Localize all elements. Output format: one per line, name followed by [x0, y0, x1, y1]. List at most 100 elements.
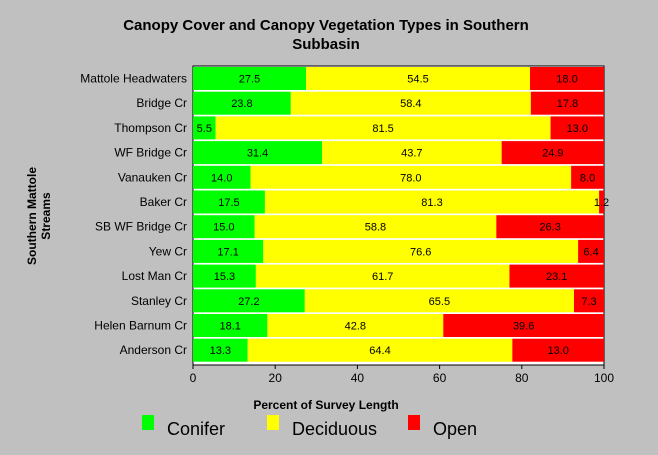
bar-conifer-baker-cr	[193, 190, 265, 214]
category-label-helen-barnum-cr: Helen Barnum Cr	[94, 319, 187, 333]
legend-swatch-deciduous	[267, 415, 279, 430]
bar-open-yew-cr	[578, 239, 604, 263]
value-label-conifer-mattole-headwaters: 27.5	[239, 74, 260, 86]
value-label-deciduous-lost-man-cr: 61.7	[372, 271, 393, 283]
category-label-bridge-cr: Bridge Cr	[136, 96, 187, 110]
value-label-open-anderson-cr: 13.0	[547, 345, 568, 357]
bar-deciduous-helen-barnum-cr	[267, 314, 444, 337]
legend-label-open: Open	[433, 419, 477, 439]
category-label-wf-bridge-cr: WF Bridge Cr	[114, 146, 187, 160]
bar-open-bridge-cr	[530, 91, 604, 115]
value-label-deciduous-anderson-cr: 64.4	[369, 345, 390, 357]
bar-conifer-mattole-headwaters	[193, 67, 307, 90]
value-label-conifer-baker-cr: 17.5	[218, 197, 239, 209]
value-label-deciduous-mattole-headwaters: 54.5	[407, 74, 428, 86]
bar-deciduous-sb-wf-bridge-cr	[254, 215, 497, 239]
category-label-baker-cr: Baker Cr	[140, 195, 187, 209]
value-label-deciduous-sb-wf-bridge-cr: 58.8	[365, 222, 386, 234]
legend-swatch-conifer	[142, 415, 154, 430]
value-label-deciduous-helen-barnum-cr: 42.8	[345, 321, 366, 333]
value-label-conifer-sb-wf-bridge-cr: 15.0	[213, 222, 234, 234]
value-label-deciduous-wf-bridge-cr: 43.7	[401, 148, 422, 160]
category-label-vanauken-cr: Vanauken Cr	[118, 170, 187, 184]
value-label-conifer-bridge-cr: 23.8	[231, 98, 252, 110]
value-label-conifer-wf-bridge-cr: 31.4	[247, 148, 268, 160]
value-label-conifer-lost-man-cr: 15.3	[214, 271, 235, 283]
legend-label-conifer: Conifer	[167, 419, 225, 439]
bar-deciduous-baker-cr	[264, 190, 600, 214]
category-label-yew-cr: Yew Cr	[149, 244, 187, 258]
bar-deciduous-bridge-cr	[290, 91, 531, 115]
bar-open-stanley-cr	[573, 289, 604, 313]
legend-label-deciduous: Deciduous	[292, 419, 377, 439]
bar-open-helen-barnum-cr	[443, 314, 604, 337]
bar-open-vanauken-cr	[571, 165, 604, 189]
x-tick-label-60: 60	[433, 371, 447, 385]
x-axis-title: Percent of Survey Length	[253, 398, 398, 412]
bar-open-thompson-cr	[550, 116, 604, 140]
bar-conifer-vanauken-cr	[193, 165, 251, 189]
value-label-open-stanley-cr: 7.3	[581, 296, 596, 308]
category-label-mattole-headwaters: Mattole Headwaters	[80, 72, 187, 86]
value-label-open-baker-cr: 1.2	[594, 197, 609, 209]
x-tick-label-40: 40	[351, 371, 365, 385]
bar-open-baker-cr	[599, 190, 604, 214]
value-label-conifer-vanauken-cr: 14.0	[211, 172, 232, 184]
value-label-open-thompson-cr: 13.0	[567, 123, 588, 135]
value-label-open-sb-wf-bridge-cr: 26.3	[539, 222, 560, 234]
category-label-anderson-cr: Anderson Cr	[120, 343, 187, 357]
category-labels: Mattole Headwaters Bridge Cr Thompson Cr WF…	[80, 72, 187, 358]
bar-deciduous-yew-cr	[263, 239, 579, 263]
bar-open-mattole-headwaters	[530, 67, 604, 90]
chart-title-line-1: Canopy Cover and Canopy Vegetation Types…	[123, 17, 529, 34]
category-label-stanley-cr: Stanley Cr	[131, 294, 187, 308]
x-axis-ticks: 0 20 40 60 80 100	[190, 365, 614, 385]
legend-swatch-open	[408, 415, 420, 430]
bar-deciduous-wf-bridge-cr	[322, 141, 502, 165]
value-label-deciduous-vanauken-cr: 78.0	[400, 172, 421, 184]
bar-conifer-wf-bridge-cr	[193, 141, 323, 165]
chart-title: Canopy Cover and Canopy Vegetation Types…	[123, 17, 529, 53]
value-label-conifer-thompson-cr: 5.5	[197, 123, 212, 135]
value-label-conifer-yew-cr: 17.1	[217, 246, 238, 258]
value-labels: 27.5 54.5 18.0 23.8 58.4 17.8 5.5 81.5 13.0 31.4 4…	[197, 74, 610, 358]
x-tick-label-80: 80	[515, 371, 529, 385]
x-tick-label-20: 20	[269, 371, 283, 385]
value-label-open-vanauken-cr: 8.0	[580, 172, 595, 184]
bar-open-anderson-cr	[512, 338, 604, 362]
y-axis-title-line-2: Streams	[39, 192, 53, 240]
value-label-conifer-helen-barnum-cr: 18.1	[219, 321, 240, 333]
bar-conifer-sb-wf-bridge-cr	[193, 215, 255, 239]
value-label-deciduous-bridge-cr: 58.4	[400, 98, 421, 110]
y-axis-title: Southern Mattole Streams	[25, 167, 53, 265]
bar-open-sb-wf-bridge-cr	[496, 215, 604, 239]
bar-deciduous-thompson-cr	[215, 116, 551, 140]
x-tick-label-100: 100	[594, 371, 614, 385]
category-label-thompson-cr: Thompson Cr	[114, 121, 187, 135]
value-label-deciduous-yew-cr: 76.6	[410, 246, 431, 258]
bar-deciduous-lost-man-cr	[255, 264, 510, 288]
y-axis-title-line-1: Southern Mattole	[25, 167, 39, 265]
category-label-lost-man-cr: Lost Man Cr	[122, 269, 187, 283]
bar-deciduous-vanauken-cr	[250, 165, 572, 189]
bar-deciduous-mattole-headwaters	[306, 67, 531, 90]
value-label-conifer-anderson-cr: 13.3	[210, 345, 231, 357]
chart-title-line-2: Subbasin	[292, 36, 360, 53]
x-tick-label-0: 0	[190, 371, 197, 385]
legend: Conifer Deciduous Open	[142, 415, 477, 439]
value-label-deciduous-stanley-cr: 65.5	[429, 296, 450, 308]
value-label-open-helen-barnum-cr: 39.6	[513, 321, 534, 333]
value-label-open-mattole-headwaters: 18.0	[556, 74, 577, 86]
bar-conifer-thompson-cr	[193, 116, 216, 140]
bar-deciduous-anderson-cr	[247, 338, 513, 362]
value-label-deciduous-baker-cr: 81.3	[421, 197, 442, 209]
value-label-deciduous-thompson-cr: 81.5	[372, 123, 393, 135]
bar-conifer-bridge-cr	[193, 91, 291, 115]
value-label-open-bridge-cr: 17.8	[557, 98, 578, 110]
bar-conifer-anderson-cr	[193, 338, 248, 362]
bar-open-wf-bridge-cr	[501, 141, 604, 165]
value-label-conifer-stanley-cr: 27.2	[238, 296, 259, 308]
value-label-open-lost-man-cr: 23.1	[546, 271, 567, 283]
bar-conifer-lost-man-cr	[193, 264, 256, 288]
